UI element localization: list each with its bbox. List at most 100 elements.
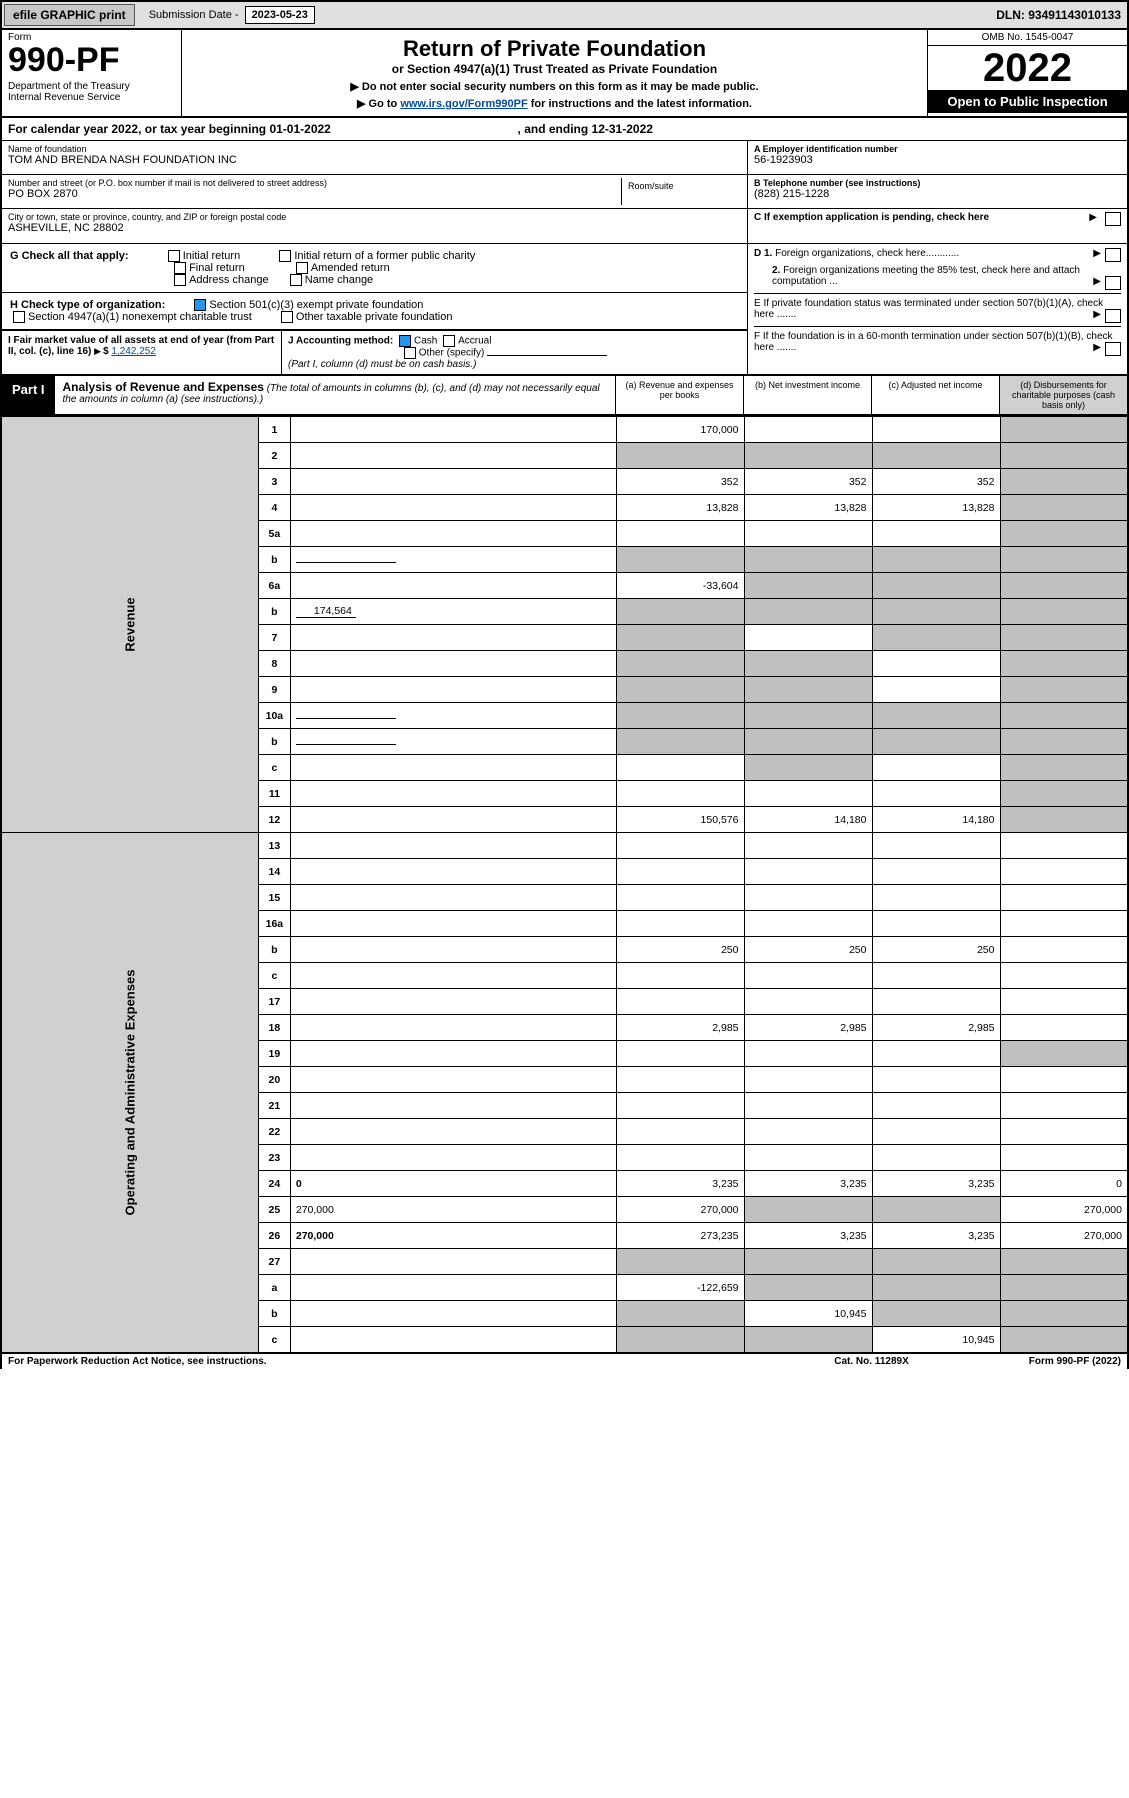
- initial-former-checkbox[interactable]: [279, 250, 291, 262]
- cell-d: [1000, 1145, 1128, 1171]
- cell-b: [744, 729, 872, 755]
- revenue-side-label: Revenue: [1, 417, 258, 833]
- cell-a: [616, 547, 744, 573]
- cell-d: [1000, 651, 1128, 677]
- col-b-header: (b) Net investment income: [743, 376, 871, 414]
- cell-b: [744, 833, 872, 859]
- submission-label: Submission Date -: [143, 9, 245, 21]
- accrual-checkbox[interactable]: [443, 335, 455, 347]
- ein-label: A Employer identification number: [754, 144, 1121, 154]
- phone-value: (828) 215-1228: [754, 188, 1121, 200]
- line-description: [290, 833, 616, 859]
- cell-b: 250: [744, 937, 872, 963]
- cell-c: [872, 885, 1000, 911]
- exemption-label: C If exemption application is pending, c…: [754, 212, 989, 223]
- cell-b: [744, 443, 872, 469]
- amended-return-checkbox[interactable]: [296, 262, 308, 274]
- d2-checkbox[interactable]: [1105, 276, 1121, 290]
- cell-d: [1000, 807, 1128, 833]
- line-description: [290, 677, 616, 703]
- cell-a: 3,235: [616, 1171, 744, 1197]
- line-description: [290, 495, 616, 521]
- line-number: 5a: [258, 521, 290, 547]
- irs-link[interactable]: www.irs.gov/Form990PF: [400, 98, 527, 110]
- cell-c: [872, 911, 1000, 937]
- line-description: [290, 807, 616, 833]
- cell-c: [872, 573, 1000, 599]
- top-bar: efile GRAPHIC print Submission Date - 20…: [0, 0, 1129, 30]
- line-number: b: [258, 937, 290, 963]
- cell-d: [1000, 417, 1128, 443]
- cell-b: [744, 651, 872, 677]
- col-d-header: (d) Disbursements for charitable purpose…: [999, 376, 1127, 414]
- cell-c: 14,180: [872, 807, 1000, 833]
- line-number: 10a: [258, 703, 290, 729]
- line-number: 16a: [258, 911, 290, 937]
- exemption-checkbox[interactable]: [1105, 212, 1121, 226]
- form-header: Form 990-PF Department of the TreasuryIn…: [0, 30, 1129, 118]
- cell-d: [1000, 1015, 1128, 1041]
- 4947-checkbox[interactable]: [13, 311, 25, 323]
- cell-c: [872, 729, 1000, 755]
- ij-row: I Fair market value of all assets at end…: [2, 330, 747, 374]
- f-checkbox[interactable]: [1105, 342, 1121, 356]
- cell-c: [872, 989, 1000, 1015]
- cell-a: [616, 1041, 744, 1067]
- other-method-checkbox[interactable]: [404, 347, 416, 359]
- cell-d: [1000, 599, 1128, 625]
- cell-c: 3,235: [872, 1223, 1000, 1249]
- footer-left: For Paperwork Reduction Act Notice, see …: [8, 1356, 267, 1367]
- line-number: 4: [258, 495, 290, 521]
- cell-a: [616, 1145, 744, 1171]
- cell-c: [872, 547, 1000, 573]
- other-taxable-checkbox[interactable]: [281, 311, 293, 323]
- ein-value: 56-1923903: [754, 154, 1121, 166]
- cell-c: [872, 781, 1000, 807]
- address-change-checkbox[interactable]: [174, 274, 186, 286]
- cell-a: [616, 963, 744, 989]
- cell-b: 3,235: [744, 1171, 872, 1197]
- line-description: [290, 1327, 616, 1353]
- cell-c: [872, 703, 1000, 729]
- cell-b: [744, 625, 872, 651]
- cell-d: [1000, 703, 1128, 729]
- foundation-name-label: Name of foundation: [8, 144, 741, 154]
- cell-d: 270,000: [1000, 1197, 1128, 1223]
- cell-d: [1000, 469, 1128, 495]
- cell-c: [872, 521, 1000, 547]
- cell-a: 273,235: [616, 1223, 744, 1249]
- department-text: Department of the TreasuryInternal Reven…: [8, 81, 175, 103]
- part-1-tab: Part I: [2, 376, 55, 414]
- cell-b: [744, 417, 872, 443]
- col-c-header: (c) Adjusted net income: [871, 376, 999, 414]
- cell-a: [616, 521, 744, 547]
- cell-b: [744, 989, 872, 1015]
- cell-a: 250: [616, 937, 744, 963]
- cell-a: [616, 885, 744, 911]
- cell-a: [616, 859, 744, 885]
- line-description: [290, 911, 616, 937]
- cell-b: [744, 963, 872, 989]
- initial-return-checkbox[interactable]: [168, 250, 180, 262]
- form-number: 990-PF: [8, 43, 175, 77]
- name-change-checkbox[interactable]: [290, 274, 302, 286]
- line-description: [290, 1275, 616, 1301]
- cell-b: [744, 859, 872, 885]
- cell-b: 352: [744, 469, 872, 495]
- efile-print-button[interactable]: efile GRAPHIC print: [4, 4, 135, 26]
- final-return-checkbox[interactable]: [174, 262, 186, 274]
- cell-c: 352: [872, 469, 1000, 495]
- cell-a: [616, 677, 744, 703]
- tax-year: 2022: [928, 46, 1127, 90]
- line-number: 22: [258, 1119, 290, 1145]
- line-number: 23: [258, 1145, 290, 1171]
- 501c3-checkbox[interactable]: [194, 299, 206, 311]
- cash-checkbox[interactable]: [399, 335, 411, 347]
- line-number: 21: [258, 1093, 290, 1119]
- cell-d: [1000, 885, 1128, 911]
- line-description: [290, 651, 616, 677]
- city-label: City or town, state or province, country…: [8, 212, 741, 222]
- d1-checkbox[interactable]: [1105, 248, 1121, 262]
- e-checkbox[interactable]: [1105, 309, 1121, 323]
- part-1-title: Analysis of Revenue and Expenses: [63, 380, 264, 394]
